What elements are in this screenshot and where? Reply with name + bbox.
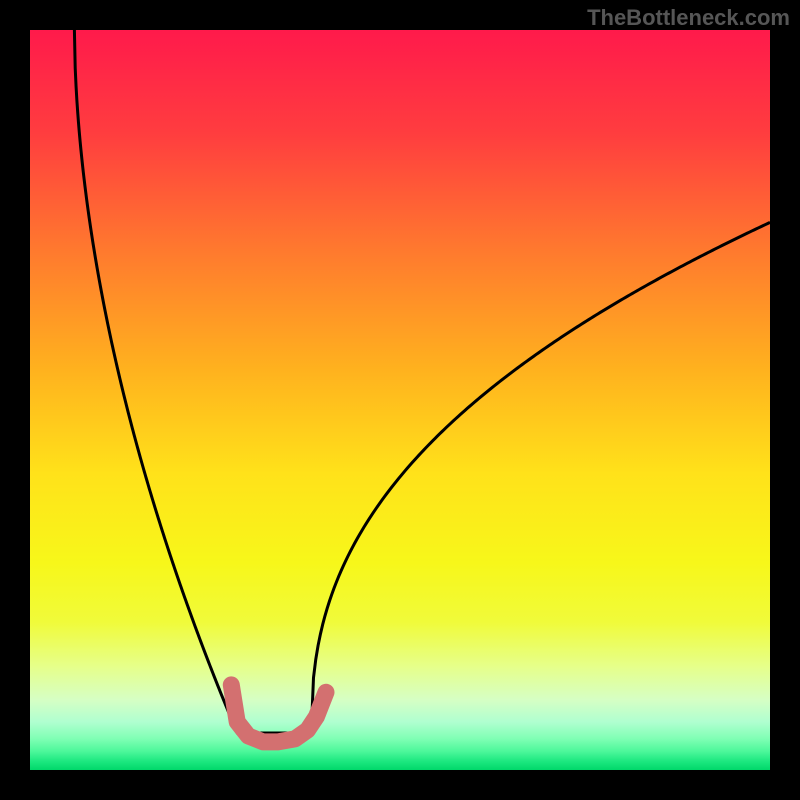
watermark-text: TheBottleneck.com (587, 5, 790, 31)
chart-svg (0, 0, 800, 800)
plot-area (30, 30, 770, 770)
chart-stage: TheBottleneck.com (0, 0, 800, 800)
